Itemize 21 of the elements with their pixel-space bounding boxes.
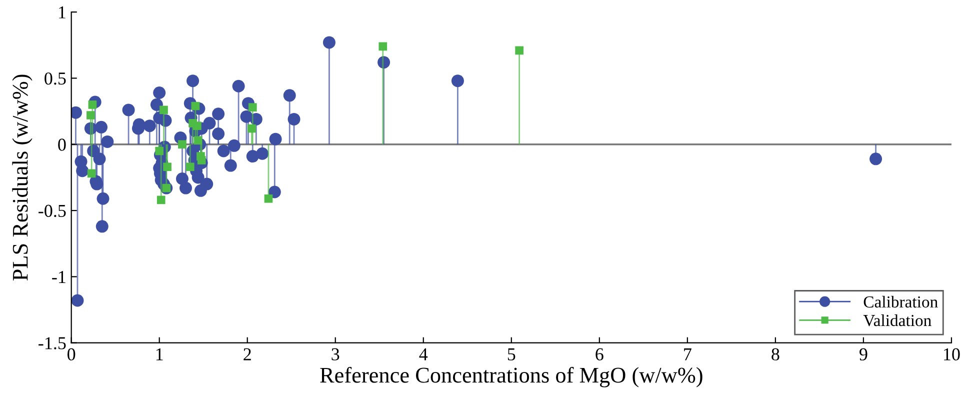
x-tick-label: 8 xyxy=(772,348,780,360)
y-tick-label: 1 xyxy=(59,6,66,18)
legend-label: Validation xyxy=(863,314,932,326)
y-tick-label: 0.5 xyxy=(44,72,66,85)
x-tick-label: 1 xyxy=(156,348,163,360)
x-tick-label: 3 xyxy=(332,348,340,360)
y-tick-label: 0 xyxy=(58,138,66,151)
x-tick-label: 0 xyxy=(68,348,76,360)
x-tick-label: 2 xyxy=(244,348,251,360)
y-tick-label: -0.5 xyxy=(38,204,66,218)
y-tick-label: -1.5 xyxy=(38,337,66,350)
x-tick-label: 7 xyxy=(684,348,692,360)
x-axis-title: Reference Concentrations of MgO (w/w%) xyxy=(320,366,702,388)
y-axis-title: PLS Residuals (w/w%) xyxy=(12,74,32,281)
y-tick-label: -1 xyxy=(52,271,66,283)
x-tick-label: 6 xyxy=(596,348,604,360)
x-tick-label: 9 xyxy=(860,348,868,360)
x-tick-label: 10 xyxy=(944,348,960,360)
x-tick-label: 4 xyxy=(419,348,428,360)
x-tick-label: 5 xyxy=(508,348,516,360)
legend-label: Calibration xyxy=(864,296,938,308)
